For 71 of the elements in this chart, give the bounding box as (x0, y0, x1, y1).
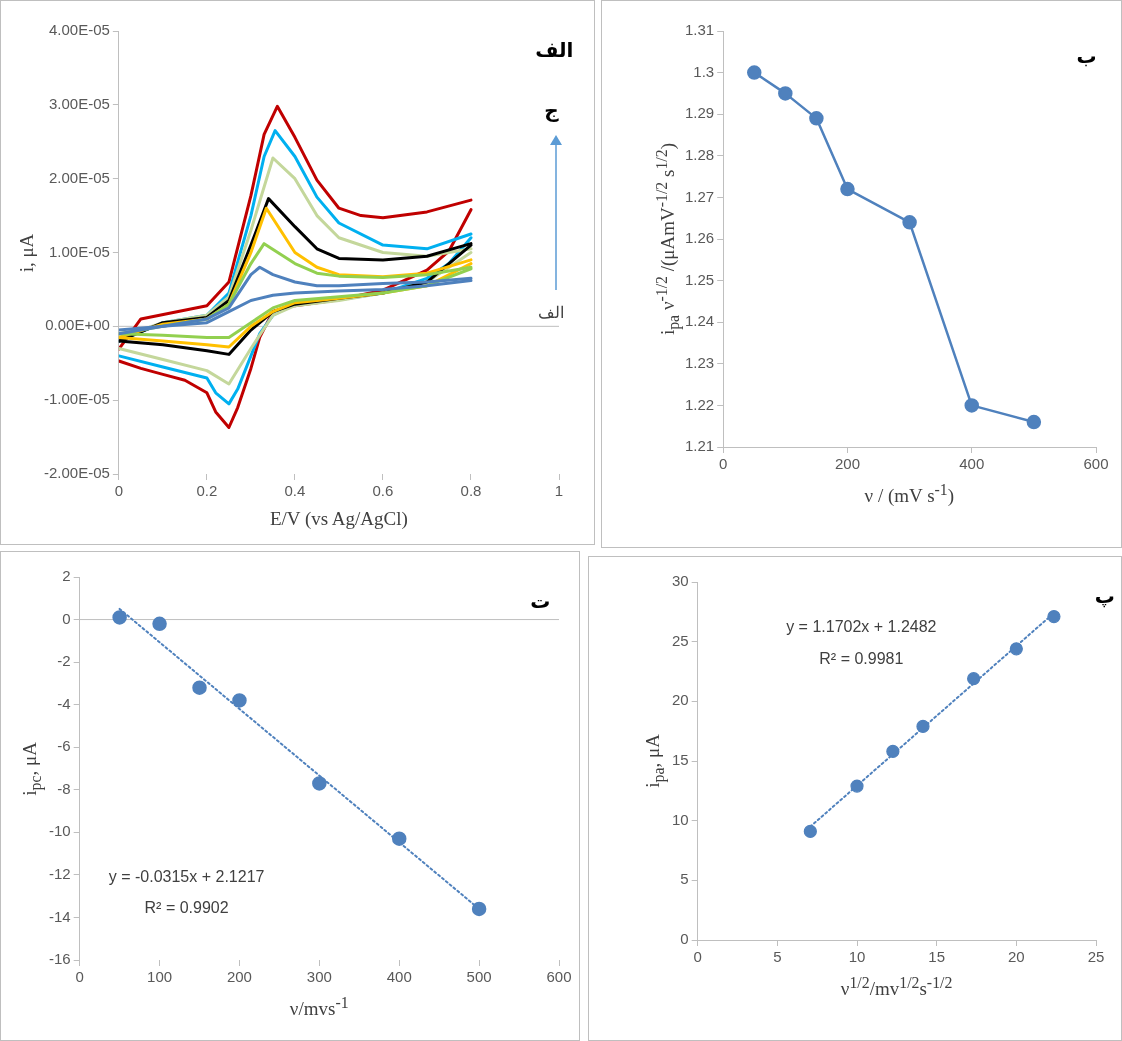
x-tick-label: 0.6 (372, 482, 394, 500)
x-tick-label: 600 (546, 968, 572, 986)
y-tick-label: 1.21 (684, 437, 715, 455)
x-tick-label: 600 (1083, 455, 1109, 473)
x-axis-title: ν$^{1/2}$/mv$^{1/2}$s$^{-1/2}$ (840, 974, 953, 1001)
x-tick-label: 0 (719, 455, 728, 473)
x-tick-label: 200 (834, 455, 860, 473)
y-tick-label: 4.00E-05 (48, 21, 110, 39)
y-tick-label: -2.00E-05 (44, 464, 110, 482)
annotation: ت (530, 589, 551, 613)
y-tick-label: 1.27 (684, 187, 715, 205)
y-tick-label: 10 (672, 810, 689, 828)
x-tick-label: 10 (848, 948, 866, 966)
y-tick-label: 0 (62, 609, 71, 627)
y-tick-label: 3.00E-05 (48, 94, 110, 112)
y-tick-label: 1.00E-05 (48, 242, 110, 260)
y-tick-label: -12 (48, 865, 71, 883)
x-tick-label: 400 (386, 968, 412, 986)
annotation: ج (544, 98, 559, 122)
x-tick-label: 0 (114, 482, 124, 500)
y-tick-label: 1.29 (684, 104, 715, 122)
y-tick-label: 30 (672, 572, 689, 590)
y-tick-label: 2 (62, 567, 71, 585)
y-tick-label: -16 (48, 950, 71, 968)
y-tick-label: 25 (672, 631, 689, 649)
y-tick-label: 15 (672, 751, 689, 769)
y-tick-label: 1.31 (684, 21, 715, 39)
x-tick-label: 0.2 (196, 482, 218, 500)
x-axis-title: ν/mvs$^{-1}$ (289, 994, 349, 1021)
x-tick-label: 15 (928, 948, 946, 966)
annotation: الف (538, 302, 565, 322)
y-tick-label: -1.00E-05 (44, 390, 110, 408)
x-tick-label: 300 (306, 968, 332, 986)
annotation: پ (1094, 583, 1115, 608)
annotation: ب (1076, 43, 1097, 68)
y-tick-label: 2.00E-05 (48, 168, 110, 186)
annotation: y = 1.1702x + 1.2482 (786, 618, 937, 637)
y-tick-label: -10 (48, 822, 71, 840)
y-tick-label: -6 (57, 737, 71, 755)
x-tick-label: 200 (226, 968, 252, 986)
x-tick-label: 20 (1007, 948, 1025, 966)
y-tick-label: 0.00E+00 (45, 316, 110, 334)
x-tick-label: 400 (959, 455, 985, 473)
x-axis-title: ν / (mV s$^{-1}$) (864, 481, 955, 508)
y-tick-label: 20 (672, 691, 689, 709)
y-tick-label: -14 (48, 907, 71, 925)
x-tick-label: 100 (147, 968, 173, 986)
annotation: y = -0.0315x + 2.1217 (108, 867, 265, 886)
x-tick-label: 5 (773, 948, 782, 966)
x-tick-label: 0.8 (460, 482, 482, 500)
y-tick-label: 1.24 (684, 312, 715, 330)
y-tick-label: 0 (680, 930, 689, 948)
y-tick-label: 1.3 (693, 62, 715, 80)
y-tick-label: 1.26 (684, 229, 715, 247)
y-tick-label: 1.28 (684, 145, 715, 163)
y-axis-title: i, μA (15, 233, 38, 272)
y-tick-label: 5 (680, 870, 689, 888)
y-tick-label: -8 (57, 779, 71, 797)
y-tick-label: 1.25 (684, 270, 715, 288)
y-tick-label: -2 (57, 652, 71, 670)
annotation: R² = 0.9902 (144, 899, 229, 918)
y-tick-label: -4 (57, 694, 71, 712)
x-axis-title: E/V (vs Ag/AgCl) (269, 508, 408, 530)
x-tick-label: 0.4 (284, 482, 306, 500)
annotation: R² = 0.9981 (819, 649, 904, 668)
y-tick-label: 1.23 (684, 353, 715, 371)
annotation: الف (535, 38, 574, 63)
y-tick-label: 1.22 (684, 395, 715, 413)
x-tick-label: 500 (466, 968, 492, 986)
x-tick-label: 25 (1087, 948, 1105, 966)
x-tick-label: 1 (554, 482, 564, 500)
